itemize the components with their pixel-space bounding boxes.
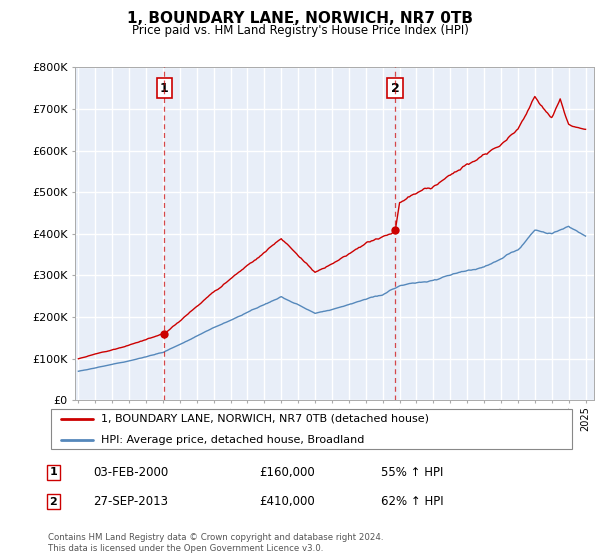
Text: Price paid vs. HM Land Registry's House Price Index (HPI): Price paid vs. HM Land Registry's House … — [131, 24, 469, 36]
Text: 1: 1 — [49, 468, 57, 478]
Text: 2: 2 — [391, 82, 400, 95]
Text: HPI: Average price, detached house, Broadland: HPI: Average price, detached house, Broa… — [101, 435, 364, 445]
Text: 1, BOUNDARY LANE, NORWICH, NR7 0TB (detached house): 1, BOUNDARY LANE, NORWICH, NR7 0TB (deta… — [101, 414, 429, 424]
Text: 03-FEB-2000: 03-FEB-2000 — [93, 466, 168, 479]
Text: 62% ↑ HPI: 62% ↑ HPI — [380, 495, 443, 508]
Text: £160,000: £160,000 — [259, 466, 315, 479]
Text: 2: 2 — [49, 497, 57, 507]
FancyBboxPatch shape — [50, 409, 572, 449]
Text: 1, BOUNDARY LANE, NORWICH, NR7 0TB: 1, BOUNDARY LANE, NORWICH, NR7 0TB — [127, 11, 473, 26]
Text: £410,000: £410,000 — [259, 495, 315, 508]
Text: 1: 1 — [160, 82, 169, 95]
Text: 55% ↑ HPI: 55% ↑ HPI — [380, 466, 443, 479]
Text: 27-SEP-2013: 27-SEP-2013 — [93, 495, 168, 508]
Text: Contains HM Land Registry data © Crown copyright and database right 2024.
This d: Contains HM Land Registry data © Crown c… — [48, 533, 383, 553]
